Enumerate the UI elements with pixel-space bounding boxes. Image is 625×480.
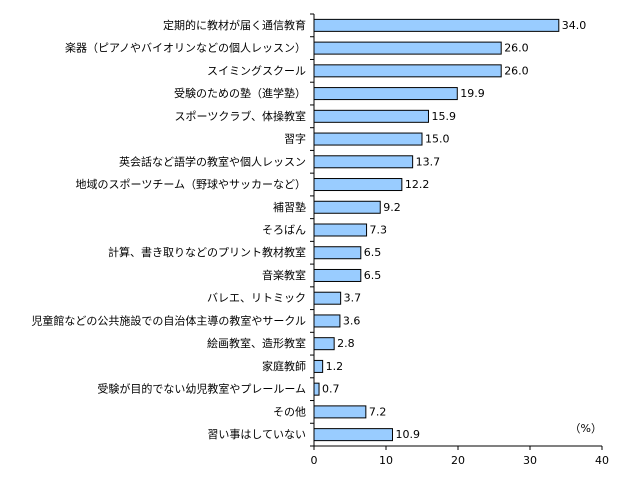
bar (313, 200, 381, 214)
bar (313, 223, 368, 237)
value-label: 12.2 (405, 178, 430, 191)
bar (313, 246, 362, 260)
value-label: 19.9 (460, 87, 485, 100)
category-label: スポーツクラブ、体操教室 (175, 109, 306, 123)
category-label: 地域のスポーツチーム（野球やサッカーなど） (76, 177, 306, 191)
unit-label: （%） (570, 422, 602, 435)
x-tick-label: 0 (311, 454, 318, 467)
bar (313, 359, 324, 373)
category-label: 定期的に教材が届く通信教育 (163, 18, 306, 32)
value-label: 1.2 (326, 360, 344, 373)
x-tick-label: 40 (595, 454, 609, 467)
bar (313, 382, 320, 396)
value-label: 9.2 (383, 201, 401, 214)
y-ticks-group (310, 13, 314, 447)
bar (313, 132, 423, 146)
value-label: 0.7 (322, 383, 340, 396)
category-label: 音楽教室 (262, 268, 306, 282)
x-tick-label: 30 (523, 454, 537, 467)
category-label: そろばん (262, 224, 306, 237)
x-tick-label: 20 (451, 454, 465, 467)
value-label: 13.7 (416, 155, 441, 168)
category-label: 習字 (284, 132, 306, 146)
bar (313, 64, 502, 78)
value-label: 6.5 (364, 269, 382, 282)
value-label: 26.0 (504, 42, 529, 55)
bar (313, 337, 335, 351)
category-label: 児童館などの公共施設での自治体主導の教室やサークル (31, 313, 306, 327)
bar (313, 18, 560, 32)
category-label: バレエ、リトミック (207, 292, 306, 305)
bar (313, 41, 502, 55)
value-label: 3.7 (344, 292, 362, 305)
category-label: 受験が目的でない幼児教室やプレールーム (97, 382, 306, 396)
bar (313, 314, 341, 328)
x-ticks-group: 0 10 20 30 40 (311, 446, 609, 467)
category-label: その他 (273, 405, 306, 418)
bar (313, 178, 403, 192)
x-tick-label: 10 (379, 454, 393, 467)
category-label: 計算、書き取りなどのプリント教材教室 (108, 245, 306, 259)
value-label: 10.9 (395, 428, 420, 441)
value-label: 26.0 (504, 64, 529, 77)
bar (313, 268, 362, 282)
bar (313, 155, 414, 169)
bar (313, 87, 458, 101)
category-label: 楽器（ピアノやバイオリンなどの個人レッスン） (65, 42, 306, 55)
value-label: 7.3 (370, 224, 388, 237)
category-label: 家庭教師 (262, 359, 306, 373)
category-label: 補習塾 (273, 200, 306, 214)
value-label: 7.2 (369, 405, 387, 418)
category-label: 受験のための塾（進学塾） (174, 86, 306, 100)
category-label: 習い事はしていない (207, 428, 306, 441)
value-label: 3.6 (343, 314, 361, 327)
value-label: 34.0 (562, 19, 587, 32)
category-label: スイミングスクール (207, 63, 306, 77)
bars-group (313, 18, 560, 442)
category-label: 英会話など語学の教室や個人レッスン (119, 154, 306, 168)
value-label: 15.0 (425, 133, 450, 146)
category-label: 絵画教室、造形教室 (207, 336, 306, 350)
bar (313, 428, 393, 442)
value-label: 2.8 (337, 337, 355, 350)
bar (313, 109, 429, 123)
bar (313, 291, 342, 305)
bar (313, 405, 367, 419)
value-label: 15.9 (431, 110, 456, 123)
value-labels-group: 34.0 26.0 26.0 19.9 15.9 15.0 13.7 12.2 9.2 7.3 6.… (322, 19, 586, 441)
value-label: 6.5 (364, 246, 382, 259)
